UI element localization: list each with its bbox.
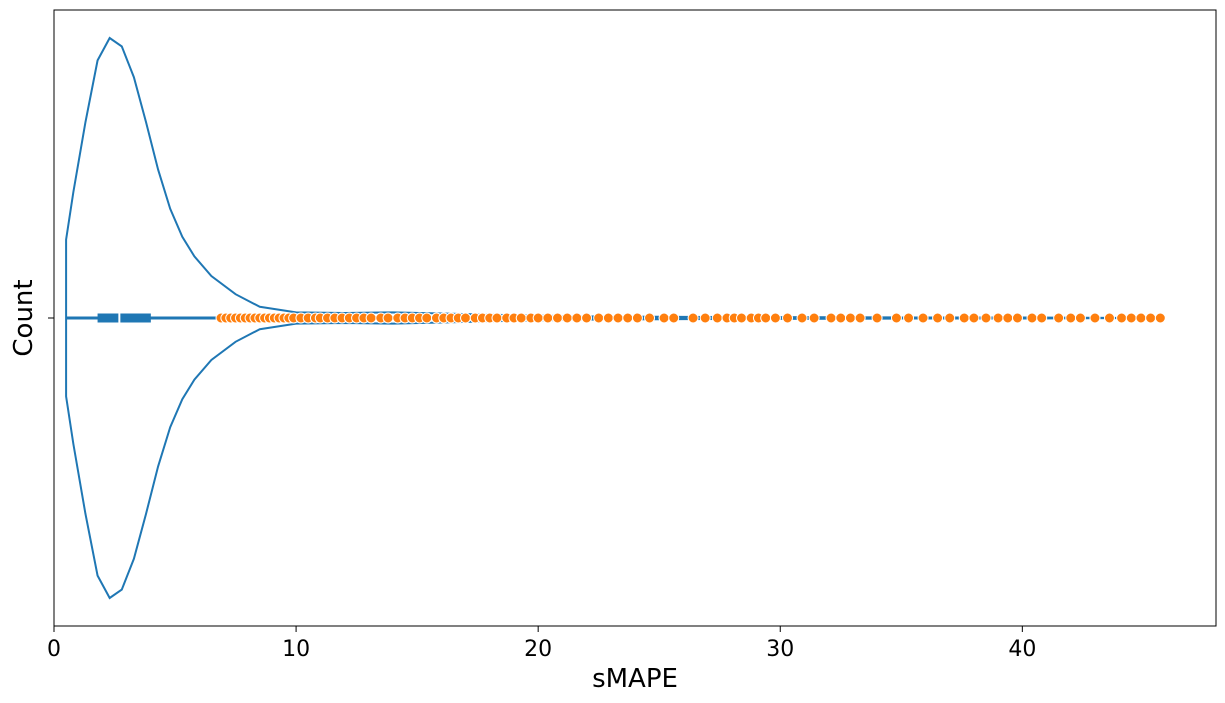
outlier-point — [612, 312, 624, 324]
outlier-point — [932, 312, 944, 324]
outlier-point — [552, 312, 564, 324]
outlier-point — [871, 312, 883, 324]
outlier-point — [561, 312, 573, 324]
outlier-point — [796, 312, 808, 324]
outlier-point — [1002, 312, 1014, 324]
outlier-point — [460, 312, 472, 324]
outlier-point — [760, 312, 772, 324]
outlier-point — [1011, 312, 1023, 324]
outlier-point — [1089, 312, 1101, 324]
outlier-point — [1026, 312, 1038, 324]
outlier-point — [844, 312, 856, 324]
outlier-point — [687, 312, 699, 324]
outlier-point — [958, 312, 970, 324]
outlier-point — [835, 312, 847, 324]
outlier-point — [917, 312, 929, 324]
outlier-point — [382, 312, 394, 324]
outlier-point — [1036, 312, 1048, 324]
outlier-point — [808, 312, 820, 324]
outlier-point — [1074, 312, 1086, 324]
outlier-point — [699, 312, 711, 324]
outlier-point — [769, 312, 781, 324]
outlier-point — [1145, 312, 1157, 324]
outlier-point — [890, 312, 902, 324]
x-axis-label: sMAPE — [592, 664, 678, 694]
outlier-point — [854, 312, 866, 324]
outlier-point — [542, 312, 554, 324]
outlier-point — [944, 312, 956, 324]
outlier-point — [1135, 312, 1147, 324]
outlier-point — [1103, 312, 1115, 324]
x-tick-label: 10 — [282, 637, 310, 662]
outlier-point — [825, 312, 837, 324]
outlier-point — [602, 312, 614, 324]
x-tick-label: 20 — [524, 637, 552, 662]
outlier-point — [593, 312, 605, 324]
outlier-point — [992, 312, 1004, 324]
outlier-point — [980, 312, 992, 324]
outlier-point — [1065, 312, 1077, 324]
outlier-point — [668, 312, 680, 324]
outlier-point — [903, 312, 915, 324]
x-axis-ticks: 0 10 20 30 40 — [47, 626, 1036, 662]
outlier-point — [711, 312, 723, 324]
outlier-point — [365, 312, 377, 324]
outlier-point — [622, 312, 634, 324]
outlier-point — [571, 312, 583, 324]
outlier-point — [782, 312, 794, 324]
outlier-point — [658, 312, 670, 324]
iqr-box — [97, 313, 151, 323]
outlier-point — [1116, 312, 1128, 324]
outlier-point — [968, 312, 980, 324]
outlier-point — [491, 312, 503, 324]
x-tick-label: 40 — [1008, 637, 1036, 662]
x-tick-label: 0 — [47, 637, 61, 662]
outlier-layer — [215, 312, 1166, 324]
outlier-point — [631, 312, 643, 324]
outlier-point — [1053, 312, 1065, 324]
y-axis-label: Count — [9, 279, 39, 356]
outlier-point — [736, 312, 748, 324]
outlier-point — [1154, 312, 1166, 324]
outlier-point — [515, 312, 527, 324]
outlier-point — [1125, 312, 1137, 324]
outlier-point — [421, 312, 433, 324]
x-tick-label: 30 — [766, 637, 794, 662]
outlier-point — [581, 312, 593, 324]
outlier-point — [644, 312, 656, 324]
outlier-point — [532, 312, 544, 324]
